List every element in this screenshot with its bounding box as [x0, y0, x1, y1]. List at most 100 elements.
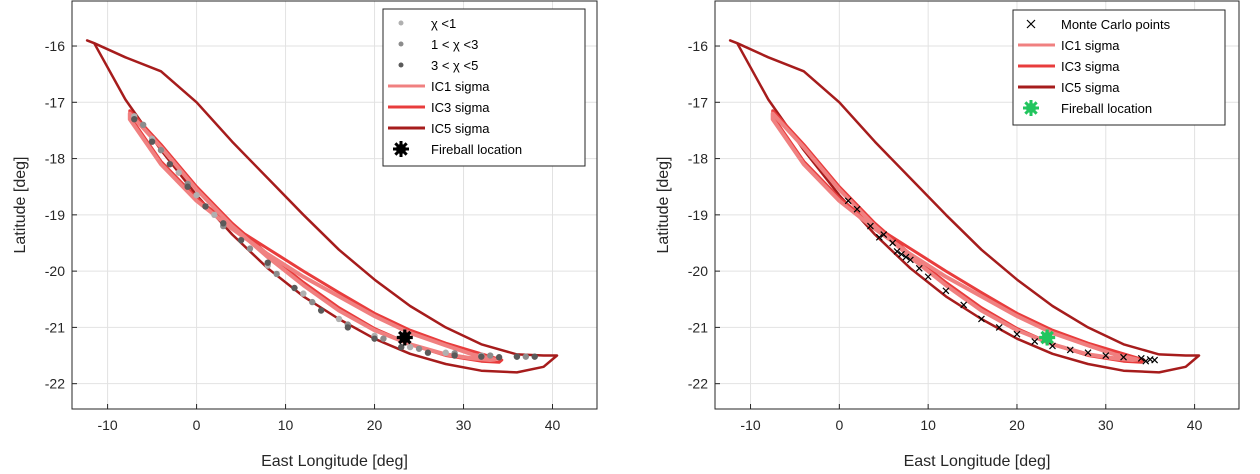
legend: χ <1 1 < χ <3 3 < χ <5 IC1 sigma IC3 sigma IC… — [382, 8, 586, 167]
data-point — [193, 191, 200, 199]
data-point — [478, 353, 485, 360]
x-axis-label: East Longitude [deg] — [904, 453, 1051, 470]
legend-label: 1 < χ <3 — [431, 37, 478, 52]
legend-label: IC1 sigma — [1061, 38, 1120, 53]
data-point — [451, 352, 458, 359]
y-tick-label: -22 — [45, 376, 65, 392]
legend-swatch-dot — [398, 20, 404, 26]
data-point — [906, 256, 914, 264]
axes-box — [714, 0, 1240, 410]
data-point — [844, 197, 852, 205]
x-tick-label: 40 — [1187, 417, 1203, 433]
data-point — [487, 352, 494, 359]
x-tick-label: 20 — [367, 417, 383, 433]
legend-label: 3 < χ <5 — [431, 58, 478, 73]
data-point — [1031, 338, 1039, 345]
data-point — [866, 222, 874, 230]
x-tick-label: 0 — [193, 417, 201, 433]
chart-panel-2: -10 0 10 20 30 40 -22 -21 -20 -19 -18 -17 -16 East Lo… — [655, 0, 1240, 470]
data-point — [880, 231, 888, 238]
data-point — [1142, 357, 1150, 365]
data-point — [1066, 346, 1074, 354]
x-tick-label: 10 — [920, 417, 936, 433]
legend-swatch-dot — [398, 62, 404, 68]
data-point — [166, 161, 174, 168]
data-point — [335, 315, 343, 323]
data-point — [131, 115, 138, 123]
data-point — [246, 245, 254, 252]
data-point — [902, 253, 910, 261]
data-point — [406, 343, 414, 351]
legend-label: Monte Carlo points — [1061, 17, 1171, 32]
data-point — [924, 273, 932, 281]
y-tick-label: -21 — [688, 319, 708, 335]
data-point — [291, 284, 298, 292]
data-point — [495, 354, 503, 361]
y-tick-label: -19 — [45, 207, 65, 223]
x-axis-label: East Longitude [deg] — [261, 453, 408, 470]
data-point — [380, 335, 387, 342]
y-tick-label: -16 — [688, 38, 708, 54]
data-point — [1120, 353, 1127, 361]
y-tick-label: -17 — [688, 94, 708, 110]
legend-swatch-marker-core — [1026, 103, 1036, 113]
data-point — [202, 203, 209, 210]
data-point — [893, 248, 901, 255]
data-point — [424, 349, 432, 356]
data-point — [442, 349, 449, 356]
legend-label: Fireball location — [431, 142, 522, 157]
x-tick-label: 30 — [456, 417, 472, 433]
y-tick-label: -18 — [688, 151, 708, 167]
legend-swatch-dot — [398, 41, 404, 47]
data-point — [237, 236, 245, 244]
contour-ic5-sigma — [85, 39, 559, 374]
legend-label: IC3 sigma — [431, 100, 490, 115]
data-point — [220, 220, 227, 227]
data-point — [889, 239, 897, 247]
contour-ic1-sigma — [127, 111, 497, 362]
data-point — [1049, 342, 1056, 350]
data-point — [211, 211, 218, 219]
data-point — [148, 138, 156, 145]
legend-swatch-marker-core — [396, 144, 406, 154]
legend: Monte Carlo points IC1 sigma IC3 sigma IC5 … — [1012, 9, 1226, 126]
legend-swatch-x — [1026, 19, 1036, 29]
fireball-marker — [396, 329, 413, 346]
y-axis-label: Latitude [deg] — [12, 157, 29, 254]
data-point — [309, 298, 316, 306]
x-tick-label: 20 — [1009, 417, 1025, 433]
data-point — [139, 121, 147, 129]
x-tick-label: 0 — [835, 417, 843, 433]
data-point — [853, 205, 861, 213]
legend-label: IC1 sigma — [431, 79, 490, 94]
data-point — [513, 353, 521, 360]
data-point — [184, 183, 191, 190]
data-point — [978, 315, 985, 323]
x-tick-label: -10 — [97, 417, 117, 433]
contour-ic5-sigma — [728, 39, 1201, 374]
data-point — [942, 287, 950, 295]
y-tick-label: -16 — [45, 38, 65, 54]
x-tick-label: 10 — [278, 417, 294, 433]
y-tick-label: -20 — [45, 263, 65, 279]
data-point — [344, 324, 352, 331]
data-point — [915, 264, 923, 272]
y-tick-label: -20 — [688, 263, 708, 279]
data-point — [273, 270, 280, 278]
fireball-marker — [1039, 329, 1056, 346]
data-point — [1137, 354, 1145, 362]
data-point — [317, 307, 325, 314]
data-point — [371, 335, 378, 342]
data-point — [531, 353, 538, 360]
y-axis-label: Latitude [deg] — [655, 157, 672, 254]
data-point — [264, 259, 271, 266]
contour-ic1-sigma — [770, 111, 1139, 362]
x-tick-label: 40 — [545, 417, 561, 433]
axes-box — [71, 0, 598, 410]
legend-label: IC3 sigma — [1061, 59, 1120, 74]
fireball-marker-core — [399, 332, 411, 344]
data-point — [1013, 330, 1021, 338]
data-point — [960, 301, 968, 309]
y-tick-label: -19 — [688, 207, 708, 223]
